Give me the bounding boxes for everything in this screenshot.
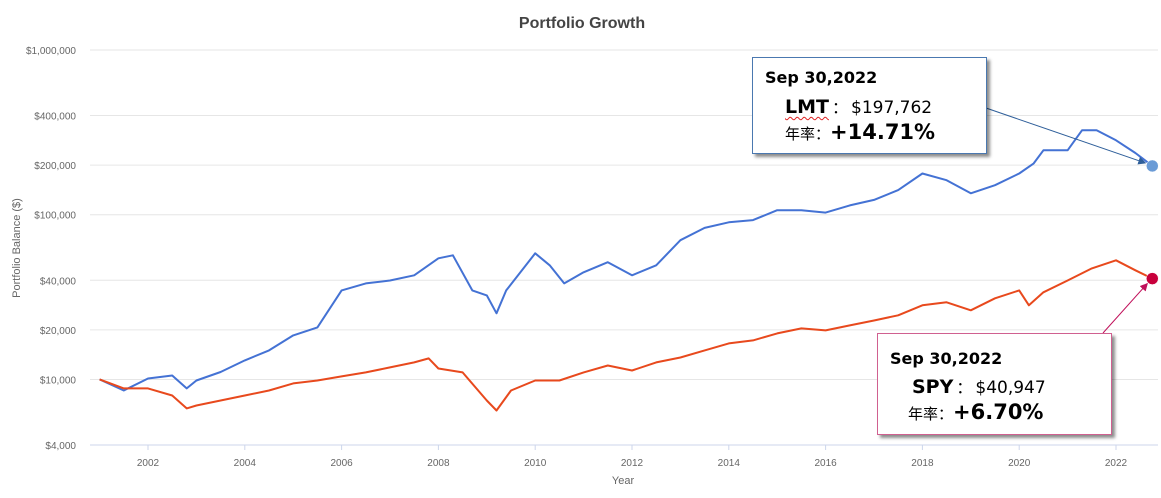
x-tick-label: 2002 — [137, 458, 160, 469]
callout-rate-label: 年率： — [785, 125, 831, 143]
y-tick-label: $100,000 — [34, 211, 76, 222]
y-tick-label: $400,000 — [34, 112, 76, 123]
series-line-lmt — [99, 129, 1153, 392]
callout-ticker: SPY — [912, 376, 954, 398]
y-tick-label: $10,000 — [40, 375, 77, 386]
callout-rate-label: 年率： — [908, 405, 954, 423]
callout-ticker: LMT — [785, 96, 829, 118]
x-tick-label: 2020 — [1008, 458, 1031, 469]
callout-date: Sep 30,2022 — [890, 349, 1003, 368]
callout-separator: ： — [956, 378, 973, 397]
spy-callout: Sep 30,2022 SPY： $40,947 年率：+6.70% — [877, 333, 1112, 435]
x-tick-label: 2018 — [911, 458, 934, 469]
x-axis-label: Year — [612, 475, 635, 487]
callout-value: $197,762 — [851, 98, 933, 118]
spy-leader-line — [1102, 282, 1148, 334]
x-tick-label: 2006 — [330, 458, 353, 469]
x-tick-label: 2014 — [718, 458, 741, 469]
lmt-callout: Sep 30,2022 LMT： $197,762 年率：+14.71% — [752, 57, 987, 154]
chart-title: Portfolio Growth — [519, 15, 645, 32]
y-tick-label: $40,000 — [40, 276, 77, 287]
callout-rate: +14.71% — [830, 120, 936, 144]
y-tick-label: $1,000,000 — [26, 46, 76, 57]
x-tick-label: 2010 — [524, 458, 547, 469]
y-axis-label: Portfolio Balance ($) — [11, 198, 23, 298]
y-tick-label: $4,000 — [45, 441, 76, 452]
callout-separator: ： — [831, 98, 848, 117]
callout-rate: +6.70% — [953, 400, 1044, 424]
lmt-leader-line — [985, 107, 1147, 165]
x-tick-label: 2022 — [1105, 458, 1128, 469]
callout-value: $40,947 — [975, 378, 1046, 398]
series-line-spy — [99, 259, 1153, 412]
y-tick-label: $200,000 — [34, 161, 76, 172]
x-tick-label: 2012 — [621, 458, 644, 469]
end-point-marker-lmt[interactable] — [1146, 159, 1159, 173]
callout-date: Sep 30,2022 — [765, 68, 878, 87]
x-tick-label: 2008 — [427, 458, 450, 469]
x-tick-label: 2016 — [814, 458, 837, 469]
end-point-marker-spy[interactable] — [1146, 272, 1159, 285]
y-tick-label: $20,000 — [40, 326, 77, 337]
x-tick-label: 2004 — [234, 458, 257, 469]
